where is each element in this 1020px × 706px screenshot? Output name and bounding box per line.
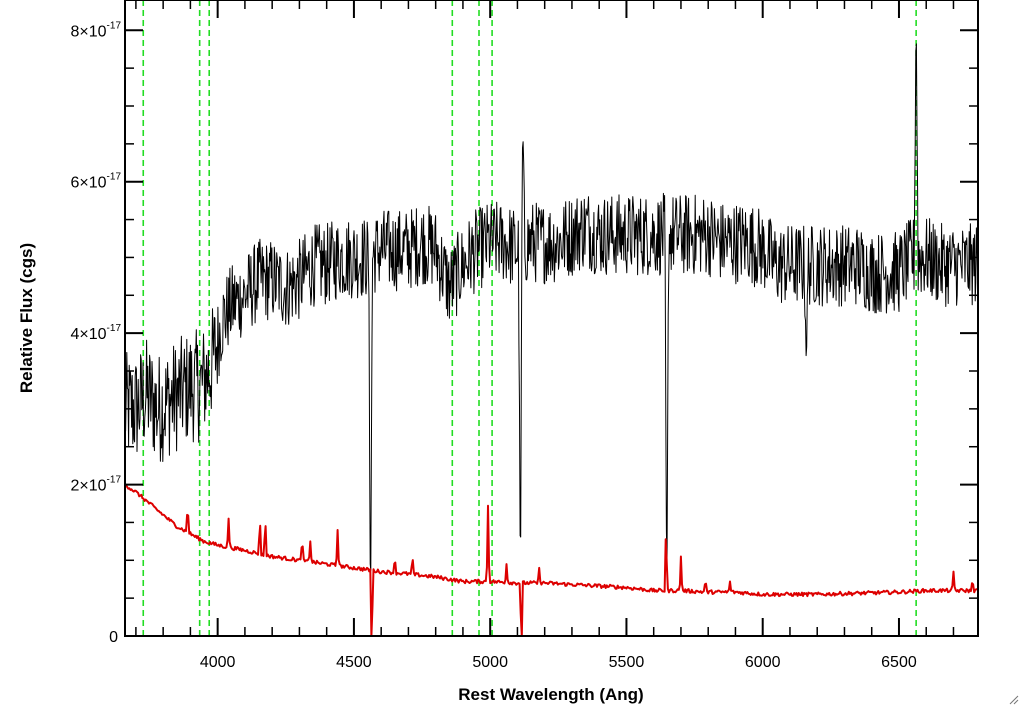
y-axis: 0 2×10-17 4×10-17 6×10-17 8×10-17 [71,20,978,646]
y-tick-label-3: 6×10-17 [71,172,122,192]
x-tick-label-6000: 6000 [745,654,781,671]
x-tick-label-5500: 5500 [609,654,645,671]
x-tick-label-4500: 4500 [336,654,372,671]
x-tick-label-5000: 5000 [472,654,508,671]
y-tick-exponent-1: -17 [107,475,122,486]
x-tick-label-4000: 4000 [200,654,236,671]
y-tick-label-0: 0 [109,629,118,646]
emission-line-markers [142,0,917,636]
series-0-line [124,43,979,571]
plot-frame [124,0,979,637]
series-1-line [124,483,978,637]
x-axis: 4000 4500 5000 5500 6000 6500 [135,0,955,671]
resize-grip-icon[interactable] [1009,695,1019,705]
y-tick-label-4: 8×10-17 [71,20,122,40]
x-axis-title: Rest Wavelength (Ang) [458,685,643,704]
y-tick-label-2: 4×10-17 [71,323,122,343]
y-tick-exponent-2: -17 [107,323,122,334]
x-tick-label-6500: 6500 [881,654,917,671]
y-tick-exponent-4: -17 [107,20,122,31]
y-axis-title: Relative Flux (cgs) [17,243,36,393]
spectrum-series [124,43,979,637]
y-tick-exponent-3: -17 [107,172,122,183]
y-tick-label-1: 2×10-17 [71,475,122,495]
